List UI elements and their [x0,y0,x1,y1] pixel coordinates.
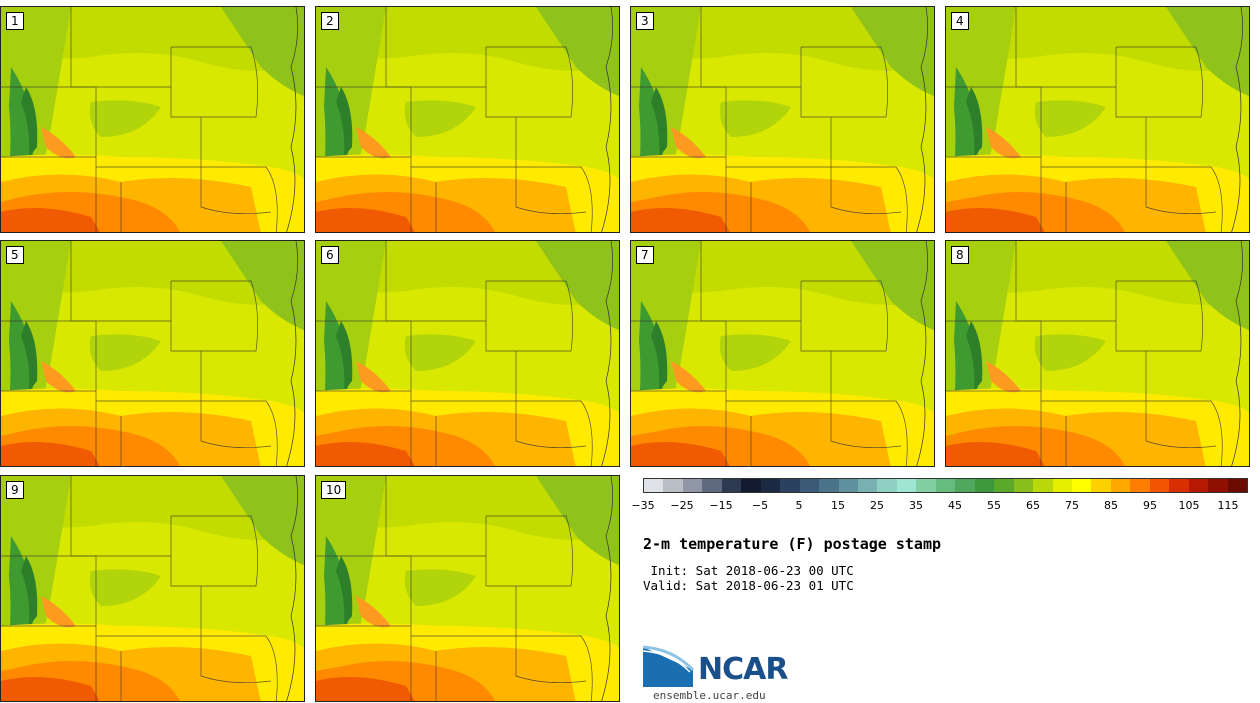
colorbar-ticks: −35 −25 −15 −5 5 15 25 35 45 55 65 75 85 95 105 115 [631,499,1248,513]
colorbar-segment [935,479,956,492]
colorbar-tick-label: 15 [831,499,845,512]
map-panel-1: 1 [0,6,305,233]
panel-number-label: 8 [951,246,969,264]
map-panel-10: 10 [315,475,620,702]
plot-title: 2-m temperature (F) postage stamp [643,535,942,553]
colorbar-tick-label: 5 [795,499,803,512]
colorbar-segment [916,479,936,492]
temperature-colorbar [643,478,1248,493]
colorbar-segment [1169,479,1189,492]
init-time: Init: Sat 2018-06-23 00 UTC [643,563,854,578]
colorbar-tick-label: 115 [1217,499,1239,512]
logo-text: NCAR [698,652,788,687]
colorbar-segment [1052,479,1072,492]
colorbar-tick-label: 25 [870,499,884,512]
colorbar-segment [1033,479,1053,492]
colorbar-segment [1227,479,1248,492]
colorbar-segment [1188,479,1209,492]
panel-number-label: 2 [321,12,339,30]
colorbar-tick-label: 75 [1065,499,1079,512]
colorbar-tick-label: 35 [909,499,923,512]
colorbar-segment [702,479,722,492]
colorbar-tick-label: −25 [670,499,694,512]
map-panel-5: 5 [0,240,305,467]
colorbar-tick-label: 95 [1143,499,1157,512]
colorbar-segment [780,479,800,492]
colorbar-segment [1071,479,1092,492]
ncar-logo-icon [643,645,695,687]
map-panel-9: 9 [0,475,305,702]
colorbar-tick-label: 85 [1104,499,1118,512]
colorbar-segment [799,479,820,492]
map-panel-4: 4 [945,6,1250,233]
panel-number-label: 3 [636,12,654,30]
colorbar-segment [838,479,858,492]
map-panel-6: 6 [315,240,620,467]
colorbar-segment [644,479,664,492]
panel-number-label: 10 [321,481,347,499]
colorbar-segment [663,479,683,492]
colorbar-segment [896,479,917,492]
colorbar-tick-label: 55 [987,499,1001,512]
colorbar-tick-label: 45 [948,499,962,512]
colorbar-segment [721,479,742,492]
colorbar-tick-label: −35 [631,499,655,512]
colorbar-segment [1130,479,1150,492]
panel-number-label: 6 [321,246,339,264]
logo-url: ensemble.ucar.edu [653,689,766,702]
colorbar-segment [1013,479,1034,492]
colorbar-tick-label: −15 [709,499,733,512]
colorbar-segment [857,479,878,492]
panel-number-label: 1 [6,12,24,30]
colorbar-tick-label: 105 [1178,499,1200,512]
panel-number-label: 5 [6,246,24,264]
valid-time: Valid: Sat 2018-06-23 01 UTC [643,578,854,593]
map-panel-8: 8 [945,240,1250,467]
colorbar-tick-label: 65 [1026,499,1040,512]
colorbar-segment [760,479,781,492]
colorbar-segment [994,479,1014,492]
panel-number-label: 9 [6,481,24,499]
colorbar-segment [741,479,761,492]
colorbar-segment [955,479,975,492]
map-panel-2: 2 [315,6,620,233]
colorbar-segment [819,479,839,492]
colorbar-segment [1091,479,1111,492]
panel-number-label: 4 [951,12,969,30]
colorbar-segment [1208,479,1228,492]
colorbar-segment [1110,479,1131,492]
map-panel-7: 7 [630,240,935,467]
panel-number-label: 7 [636,246,654,264]
colorbar-segment [682,479,703,492]
colorbar-tick-label: −5 [751,499,769,512]
map-panel-3: 3 [630,6,935,233]
colorbar-segment [877,479,897,492]
colorbar-segment [974,479,995,492]
colorbar-segment [1149,479,1170,492]
